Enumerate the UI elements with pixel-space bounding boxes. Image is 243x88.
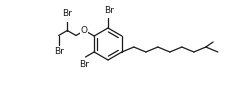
Text: O: O	[80, 26, 87, 35]
Text: Br: Br	[62, 10, 72, 18]
Text: Br: Br	[104, 6, 114, 15]
Text: Br: Br	[79, 60, 89, 69]
Text: Br: Br	[54, 48, 64, 56]
